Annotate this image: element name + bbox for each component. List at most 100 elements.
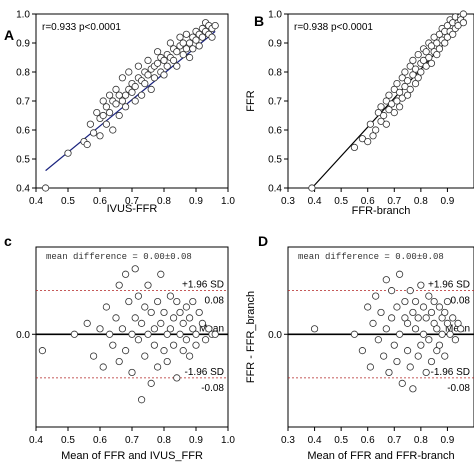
panel-a-data-point <box>166 39 174 47</box>
panel-d-data-point <box>427 308 436 317</box>
panel-a-data-point <box>208 33 216 41</box>
panel-c-data-point <box>134 336 142 344</box>
panel-a-data-point <box>118 97 127 105</box>
panel-b-letter: B <box>254 13 264 29</box>
panel-c-data-point <box>131 265 139 273</box>
panel-b-data-point <box>414 74 422 82</box>
panel-b-data-point <box>459 10 467 18</box>
panel-b-data-point <box>366 120 374 128</box>
panel-c-data-point <box>122 270 130 278</box>
panel-d-data-point <box>441 308 449 317</box>
panel-a-data-point <box>128 88 136 96</box>
panel-d-data-point <box>350 330 359 338</box>
panel-c-data-point <box>198 319 206 327</box>
panel-a-data-point <box>144 56 152 65</box>
panel-d-data-point <box>417 341 425 349</box>
panel-d-data-point <box>380 352 388 360</box>
panel-c-data-point <box>202 336 210 344</box>
panel-a-data-point <box>109 126 117 134</box>
panel-d-data-point <box>457 325 465 333</box>
panel-c-data-point <box>102 303 111 311</box>
panel-c-data-point <box>166 292 174 300</box>
panel-c-data-point <box>109 341 117 349</box>
panel-a-data-point <box>86 120 95 128</box>
panel-d-lower-limit-label: -1.96 SD <box>431 367 470 378</box>
panel-a-regression-line <box>45 30 216 172</box>
panel-d-data-point <box>382 276 390 284</box>
panel-b-data-point <box>380 111 388 120</box>
panel-c-data-point <box>141 303 149 311</box>
panel-c-data-point <box>160 347 168 355</box>
panel-c-data-point <box>179 319 187 327</box>
panel-c-data-point <box>90 352 98 360</box>
panel-d-data-point <box>443 319 452 327</box>
panel-a-data-point <box>99 97 107 105</box>
panel-d-x-tick-label: 0.6 <box>361 435 375 446</box>
panel-a-letter: A <box>4 27 14 43</box>
panel-d-data-point <box>395 330 404 338</box>
panel-a-data-point <box>122 103 130 111</box>
panel-a-data-point <box>163 62 171 70</box>
panel-c-data-point <box>157 270 165 278</box>
panel-a-data-point <box>147 85 155 94</box>
panel-d-data-point <box>419 303 428 311</box>
panel-b-data-point <box>425 53 433 62</box>
panel-b-y-tick-label: 0.8 <box>268 68 282 79</box>
panel-c-data-point <box>179 347 187 355</box>
panel-d-data-point <box>451 336 459 344</box>
panel-b-data-point <box>409 56 417 65</box>
panel-c-data-point <box>170 341 178 349</box>
panel-a-x-tick-label: 0.9 <box>189 196 203 207</box>
panel-d-data-point <box>425 336 433 344</box>
panel-b-data-point <box>403 91 412 99</box>
panel-a-data-point <box>112 100 120 108</box>
panel-a-data-point <box>154 48 162 56</box>
panel-b-x-tick-label: 0.4 <box>308 196 322 207</box>
panel-d-y-tick-label: 0.0 <box>268 330 282 341</box>
panel-a-data-point <box>134 62 142 70</box>
panel-a-y-tick-label: 0.5 <box>16 155 30 166</box>
panel-c-data-point <box>189 297 197 306</box>
panel-a-data-point <box>173 62 181 70</box>
panel-c-bland-altman: c 0.4 0.5 0.6 0.7 0.8 0.9 1.0 0.0 Mean of FFR and… <box>4 233 235 462</box>
panel-b-data-point <box>308 184 316 192</box>
panel-d-data-point <box>441 352 449 360</box>
panel-c-data-point <box>192 341 200 349</box>
panel-b-data-point <box>441 39 449 47</box>
panel-c-data-point <box>134 292 142 300</box>
panel-b-x-tick-label: 0.6 <box>361 196 375 207</box>
panel-d-plot-frame <box>287 246 474 428</box>
panel-c-data-point <box>176 330 184 338</box>
panel-d-x-tick-label: 0.9 <box>440 435 454 446</box>
panel-a-data-point <box>96 132 104 140</box>
panel-b-data-point <box>364 138 372 146</box>
panel-d-data-point <box>401 297 409 306</box>
panel-b-data-point <box>395 88 404 96</box>
panel-a-data-point <box>131 82 139 91</box>
panel-a-scatter: A 0.4 0.5 0.6 0.7 0.8 0.9 1.0 0.4 0.5 0.6 0.7 0.8 0.9… <box>4 10 235 216</box>
panel-b-data-point <box>395 103 404 111</box>
panel-b-scatter: B0.3 0.4 0.5 0.6 0.7 0.8 0.90.40.50.60.70.80.9… <box>245 10 474 217</box>
panel-b-data-point <box>459 19 467 27</box>
panel-a-y-tick-label: 0.7 <box>16 97 30 108</box>
panel-b-x-tick-label: 0.5 <box>334 196 348 207</box>
panel-b-x-tick-label: 0.8 <box>414 196 428 207</box>
panel-c-data-point <box>166 325 174 333</box>
panel-a-data-point <box>186 39 194 47</box>
panel-d-letter: D <box>258 233 268 249</box>
panel-c-data-point <box>211 330 219 338</box>
panel-d-data-point <box>388 287 396 295</box>
panel-d-data-point <box>411 297 420 306</box>
panel-a-data-point <box>154 59 162 67</box>
panel-b-data-point <box>350 143 359 151</box>
panel-a-data-point <box>182 30 190 38</box>
panel-a-data-point <box>83 140 91 149</box>
panel-a-y-tick-label: 1.0 <box>16 10 30 21</box>
panel-b-data-point <box>422 48 430 56</box>
panel-c-data-point <box>141 352 149 360</box>
panel-a-x-tick-label: 0.5 <box>61 196 75 207</box>
panel-d-data-point <box>443 297 452 306</box>
panel-c-data-point <box>205 325 213 333</box>
panel-d-data-point <box>390 341 398 349</box>
